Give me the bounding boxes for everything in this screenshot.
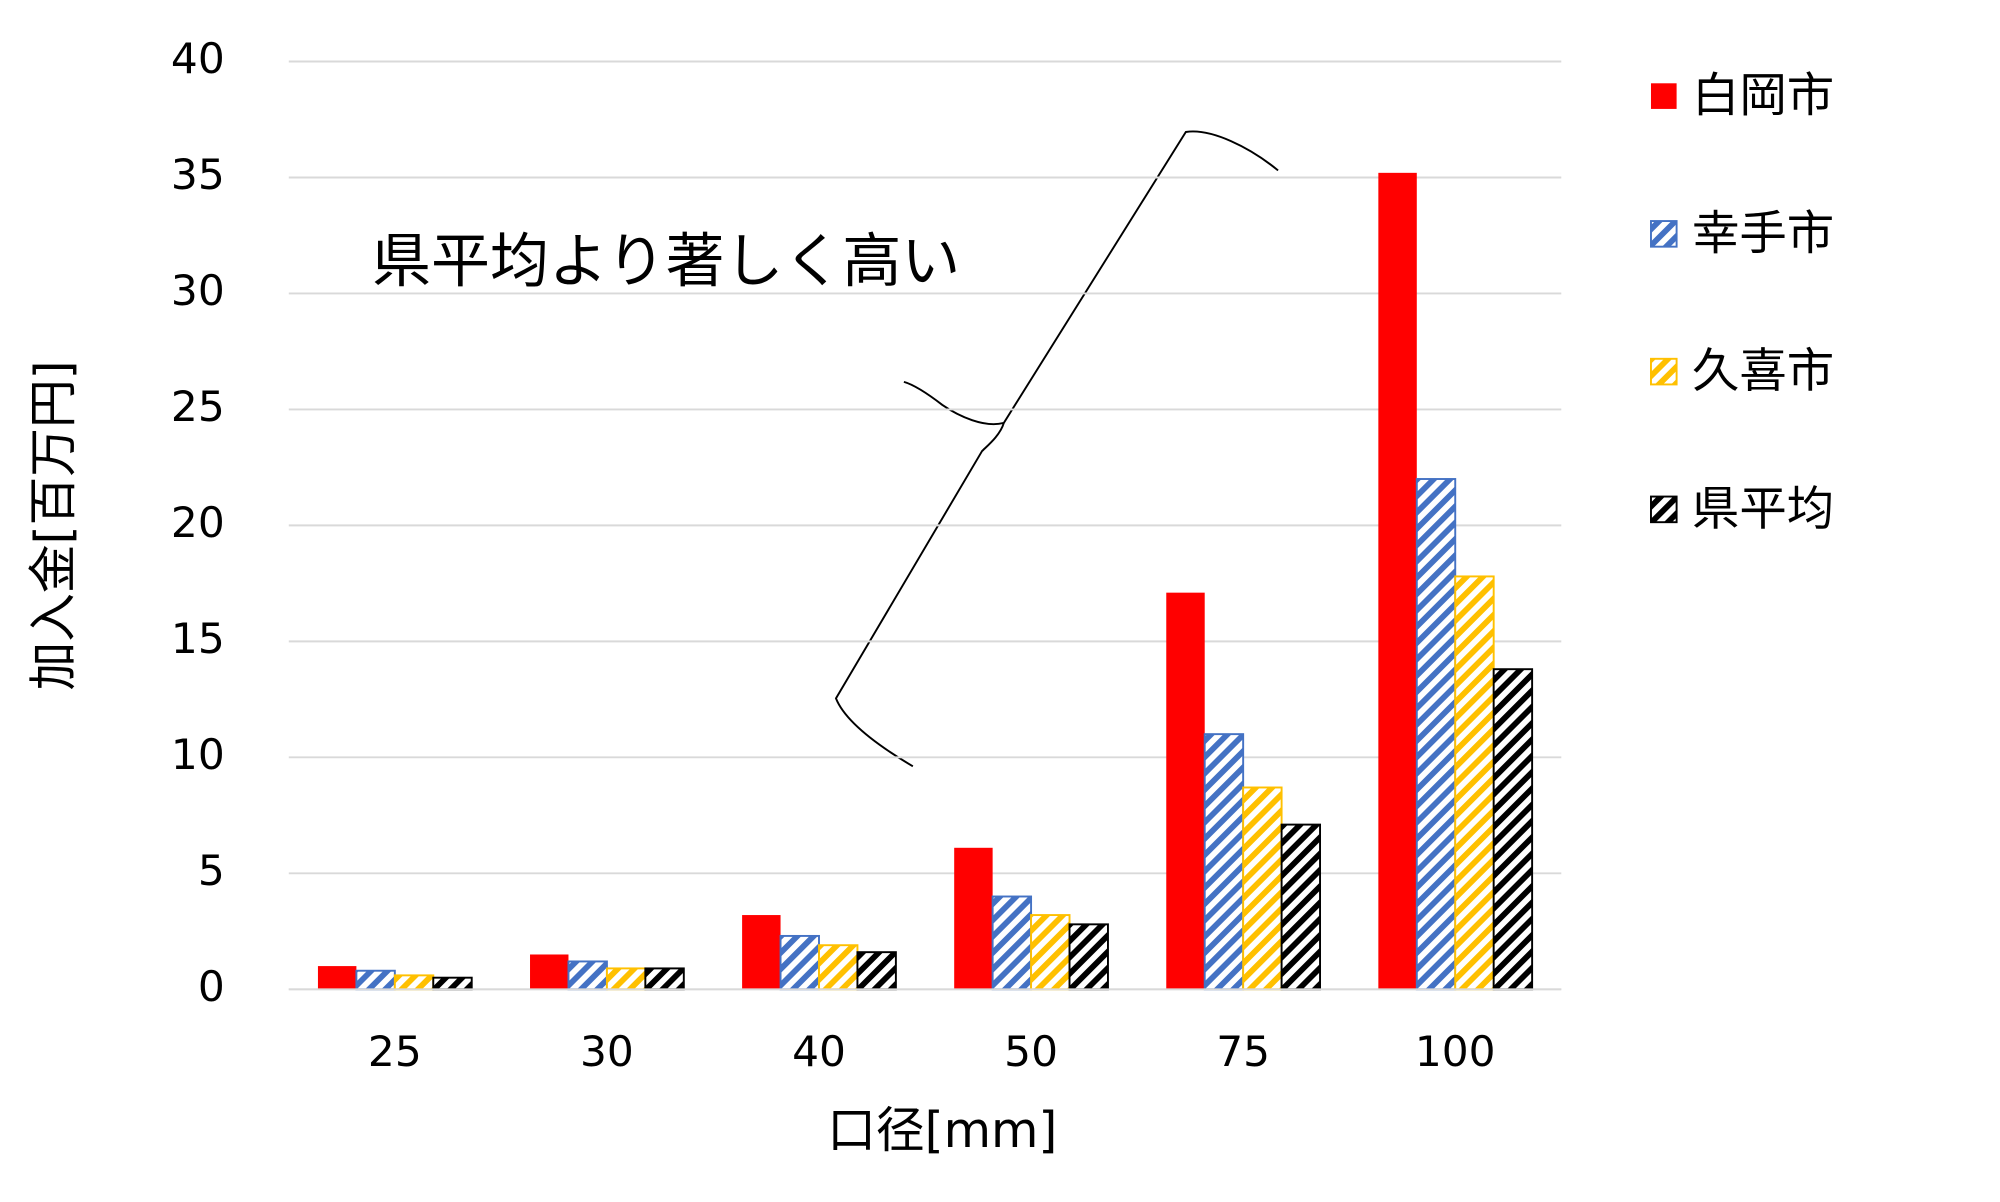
x-tick-label: 30	[580, 1027, 634, 1076]
bar	[1166, 592, 1205, 990]
bar	[779, 934, 820, 991]
x-tick-label: 50	[1004, 1027, 1058, 1076]
bar	[1492, 668, 1534, 991]
y-tick-label: 0	[198, 962, 225, 1011]
bar	[530, 954, 569, 990]
legend-swatch	[1650, 357, 1678, 386]
x-axis-label: 口径[mm]	[827, 1103, 1057, 1159]
y-tick-label: 20	[171, 498, 225, 547]
x-tick-label: 75	[1216, 1027, 1270, 1076]
legend-label: 県平均	[1692, 482, 1834, 537]
annotation: 県平均より著しく高い	[372, 226, 960, 295]
bar	[1242, 786, 1283, 991]
y-tick-label: 15	[171, 614, 225, 663]
y-tick-label: 30	[171, 266, 225, 315]
y-tick-label: 10	[171, 730, 225, 779]
bar	[1415, 478, 1457, 991]
bar	[1030, 914, 1071, 991]
bar	[1378, 172, 1417, 990]
x-tick-label: 25	[368, 1027, 422, 1076]
bar	[1203, 733, 1245, 991]
bar	[605, 967, 647, 991]
legend-label: 白岡市	[1692, 69, 1834, 124]
legend-swatch	[1650, 495, 1678, 524]
brace	[834, 130, 1279, 768]
bar	[856, 951, 897, 991]
bar	[432, 976, 473, 991]
x-tick-label: 100	[1415, 1027, 1496, 1076]
legend-label: 久喜市	[1692, 344, 1834, 399]
legend-swatch	[1650, 83, 1677, 109]
bar	[355, 969, 396, 991]
bar	[818, 944, 859, 991]
bar	[742, 915, 781, 990]
bar	[1068, 923, 1109, 991]
y-tick-label: 35	[171, 150, 225, 199]
y-tick-label: 25	[171, 382, 225, 431]
bar	[393, 974, 435, 991]
bar	[954, 847, 993, 990]
y-tick-label: 40	[171, 34, 225, 83]
legend-swatch	[1650, 220, 1678, 248]
y-tick-label: 5	[198, 846, 225, 895]
bar	[644, 967, 685, 991]
bar	[1454, 575, 1495, 991]
bar	[1280, 823, 1322, 991]
y-axis-label: 加入金[百万円]	[26, 360, 82, 690]
bar	[317, 966, 357, 990]
legend-label: 幸手市	[1692, 206, 1834, 261]
bar	[991, 895, 1033, 991]
bar	[567, 960, 608, 991]
x-tick-label: 40	[792, 1027, 846, 1076]
